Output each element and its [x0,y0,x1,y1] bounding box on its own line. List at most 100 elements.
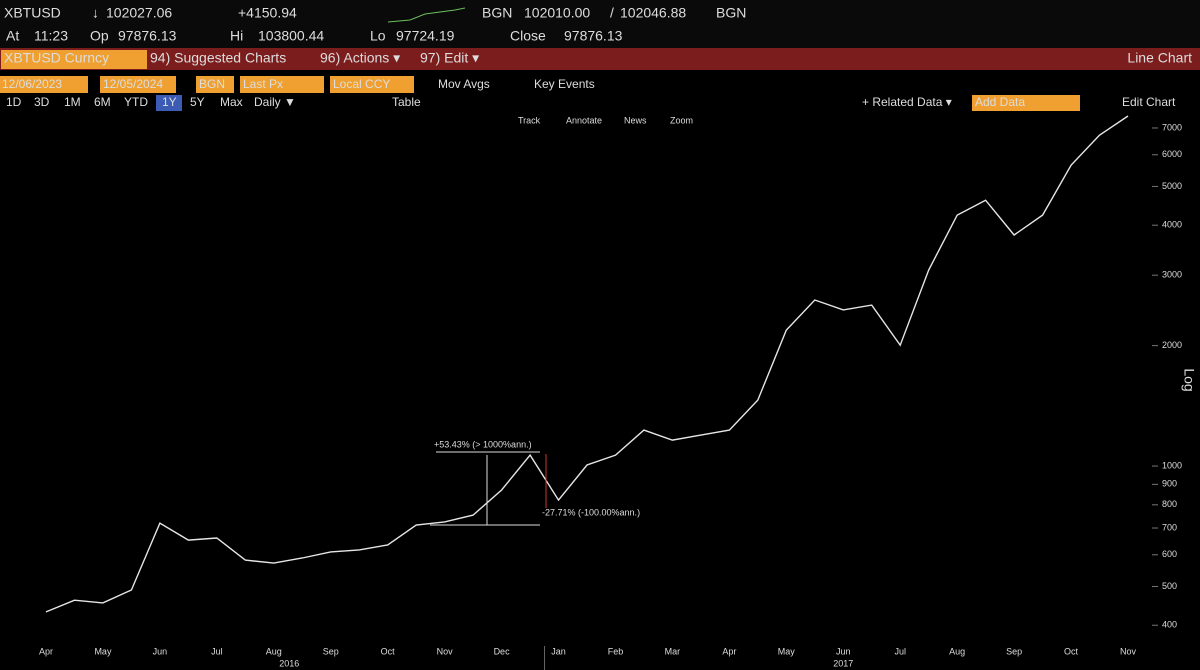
x-tick-label: Aug [266,646,282,656]
-[interactable]: 5Y [190,95,205,109]
related[interactable]: + Related Data ▾ [862,95,952,109]
y-tick-label: 4000 [1162,220,1182,230]
y-tick-label: 700 [1162,522,1177,532]
lo-label: Lo [370,28,386,44]
x-tick-label: Sep [323,646,339,656]
-[interactable]: 3D [34,95,50,109]
-[interactable]: YTD [124,95,148,109]
-[interactable]: Zoom [670,115,693,125]
security[interactable]: XBTUSD Curncy [4,50,109,66]
y-tick-label: 3000 [1162,270,1182,280]
-[interactable]: 1Y [162,95,177,109]
y-tick-label: 800 [1162,499,1177,509]
sel-period [156,95,182,111]
lo: 97724.19 [396,28,455,44]
currency-field[interactable]: Local CCY [333,77,390,91]
source-field[interactable]: BGN [199,77,225,91]
view[interactable]: Line Chart [1127,50,1192,66]
x-tick-label: Jan [551,646,566,656]
x-tick-label: Aug [949,646,965,656]
x-tick-label: May [94,646,112,656]
op-label: Op [90,28,109,44]
src-box [196,76,234,93]
price-line [45,115,1129,613]
-[interactable]: News [624,115,647,125]
sparkline [387,7,466,23]
x-tick-label: Sep [1006,646,1022,656]
x-tick-label: Nov [1120,646,1137,656]
ask: 102046.88 [620,5,686,21]
arrow: ↓ [92,5,99,21]
y-tick-label: 900 [1162,479,1177,489]
x-tick-label: Apr [722,646,736,656]
security-box [1,50,147,69]
change: +4150.94 [238,5,297,21]
-[interactable]: 1M [64,95,81,109]
x-tick-label: Oct [1064,646,1079,656]
x-tick-label: Jun [153,646,168,656]
bid: 102010.00 [524,5,590,21]
hi-label: Hi [230,28,243,44]
px-box [240,76,324,93]
sep: / [610,5,614,21]
close: 97876.13 [564,28,623,44]
x-tick-label: Dec [494,646,511,656]
-[interactable]: 1D [6,95,22,109]
edit-chart[interactable]: Edit Chart [1122,95,1176,109]
at: 11:23 [34,28,68,44]
y-tick-label: 2000 [1162,340,1182,350]
year-label: 2017 [833,658,853,668]
add-data[interactable]: Add Data [975,95,1025,109]
y-tick-label: 5000 [1162,181,1182,191]
at-label: At [6,28,19,44]
annotation: +53.43% (> 1000%ann.) [434,439,532,449]
-[interactable]: 94) Suggested Charts [150,50,286,66]
annotation: -27.71% (-100.00%ann.) [542,507,640,517]
start-box [0,76,88,93]
end-box [100,76,176,93]
source-: BGN [716,5,746,21]
y-tick-label: 7000 [1162,122,1182,132]
x-tick-label: Feb [608,646,624,656]
-[interactable]: Mov Avgs [438,77,490,91]
y-tick-label: 6000 [1162,149,1182,159]
y-tick-label: 1000 [1162,460,1182,470]
-[interactable]: 6M [94,95,111,109]
x-tick-label: Jul [894,646,906,656]
x-tick-label: Oct [381,646,396,656]
menu-bar [0,48,1200,70]
-[interactable]: Max [220,95,243,109]
year-label: 2016 [279,658,299,668]
op: 97876.13 [118,28,177,44]
y-tick-label: 400 [1162,620,1177,630]
ticker[interactable]: XBTUSD [4,5,61,21]
price-field[interactable]: Last Px [243,77,283,91]
-[interactable]: Track [518,115,541,125]
-[interactable]: 96) Actions ▾ [320,50,400,66]
y-axis-label: Log [1181,368,1197,391]
ccy-box [330,76,414,93]
source: BGN [482,5,512,21]
table[interactable]: Table [392,95,421,109]
last: 102027.06 [106,5,172,21]
x-tick-label: Apr [39,646,53,656]
x-tick-label: Jun [836,646,851,656]
-[interactable]: Annotate [566,115,602,125]
start-date[interactable]: 12/06/2023 [2,77,62,91]
end-date[interactable]: 12/05/2024 [103,77,163,91]
x-tick-label: Jul [211,646,223,656]
y-tick-label: 500 [1162,581,1177,591]
x-tick-label: Mar [665,646,681,656]
add-box [972,95,1080,111]
header-bg [0,0,1200,48]
-[interactable]: Key Events [534,77,595,91]
x-tick-label: Nov [437,646,454,656]
frequency[interactable]: Daily ▼ [254,95,296,109]
-[interactable]: 97) Edit ▾ [420,50,479,66]
close-label: Close [510,28,546,44]
y-tick-label: 600 [1162,549,1177,559]
x-tick-label: May [778,646,796,656]
hi: 103800.44 [258,28,324,44]
